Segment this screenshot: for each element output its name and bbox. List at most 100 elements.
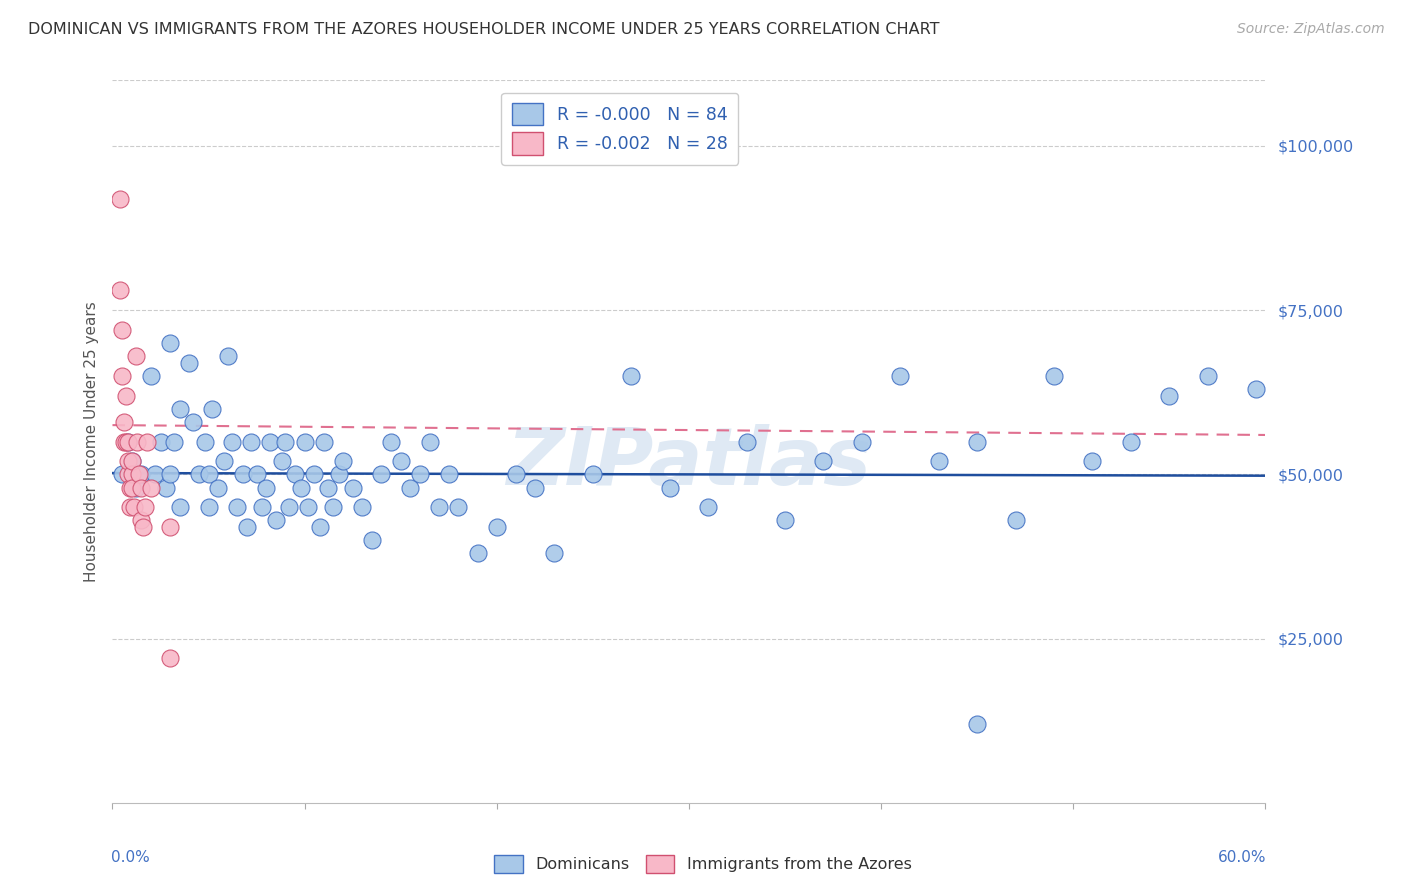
Point	[543, 546, 565, 560]
Point	[1197, 368, 1219, 383]
Point	[124, 349, 146, 363]
Point	[697, 500, 720, 515]
Point	[735, 434, 758, 449]
Point	[658, 481, 681, 495]
Point	[427, 500, 450, 515]
Point	[129, 481, 153, 495]
Text: DOMINICAN VS IMMIGRANTS FROM THE AZORES HOUSEHOLDER INCOME UNDER 25 YEARS CORREL: DOMINICAN VS IMMIGRANTS FROM THE AZORES …	[28, 22, 939, 37]
Point	[259, 434, 281, 449]
Point	[322, 500, 344, 515]
Point	[197, 467, 219, 482]
Point	[121, 481, 143, 495]
Point	[139, 481, 162, 495]
Point	[316, 481, 339, 495]
Point	[966, 434, 988, 449]
Point	[1081, 454, 1104, 468]
Point	[129, 513, 153, 527]
Point	[194, 434, 217, 449]
Point	[115, 388, 138, 402]
Point	[108, 284, 131, 298]
Point	[274, 434, 297, 449]
Y-axis label: Householder Income Under 25 years: Householder Income Under 25 years	[83, 301, 98, 582]
Point	[112, 415, 135, 429]
Point	[207, 481, 229, 495]
Point	[159, 651, 181, 665]
Point	[1004, 513, 1026, 527]
Point	[127, 434, 149, 449]
Point	[342, 481, 364, 495]
Point	[505, 467, 527, 482]
Point	[290, 481, 312, 495]
Point	[352, 500, 374, 515]
Point	[115, 434, 138, 449]
Point	[188, 467, 211, 482]
Point	[851, 434, 873, 449]
Text: ZIPatlas: ZIPatlas	[506, 425, 872, 502]
Point	[121, 467, 143, 482]
Point	[312, 434, 335, 449]
Point	[221, 434, 243, 449]
Point	[117, 434, 139, 449]
Point	[419, 434, 441, 449]
Point	[159, 520, 181, 534]
Point	[1043, 368, 1066, 383]
Point	[121, 454, 143, 468]
Point	[236, 520, 259, 534]
Point	[143, 467, 166, 482]
Point	[399, 481, 422, 495]
Point	[212, 454, 235, 468]
Point	[1119, 434, 1142, 449]
Point	[284, 467, 307, 482]
Point	[467, 546, 489, 560]
Point	[582, 467, 605, 482]
Point	[294, 434, 316, 449]
Point	[159, 467, 181, 482]
Point	[169, 401, 191, 416]
Point	[112, 434, 135, 449]
Point	[246, 467, 269, 482]
Point	[132, 520, 155, 534]
Point	[409, 467, 432, 482]
Point	[117, 454, 139, 468]
Point	[966, 717, 988, 731]
Text: 60.0%: 60.0%	[1218, 850, 1267, 864]
Point	[304, 467, 326, 482]
Point	[232, 467, 254, 482]
Point	[361, 533, 384, 547]
Point	[121, 454, 143, 468]
Point	[181, 415, 204, 429]
Point	[252, 500, 274, 515]
Point	[118, 500, 141, 515]
Point	[111, 368, 134, 383]
Point	[122, 500, 145, 515]
Point	[201, 401, 224, 416]
Text: 0.0%: 0.0%	[111, 850, 150, 864]
Point	[129, 467, 153, 482]
Point	[309, 520, 332, 534]
Point	[111, 323, 134, 337]
Point	[485, 520, 508, 534]
Point	[239, 434, 262, 449]
Point	[117, 467, 139, 482]
Point	[163, 434, 186, 449]
Point	[270, 454, 292, 468]
Point	[155, 481, 177, 495]
Point	[813, 454, 835, 468]
Point	[108, 192, 131, 206]
Point	[278, 500, 301, 515]
Legend: R = -0.000   N = 84, R = -0.002   N = 28: R = -0.000 N = 84, R = -0.002 N = 28	[502, 93, 738, 165]
Point	[1244, 382, 1267, 396]
Text: Source: ZipAtlas.com: Source: ZipAtlas.com	[1237, 22, 1385, 37]
Point	[389, 454, 412, 468]
Point	[179, 356, 201, 370]
Point	[297, 500, 319, 515]
Point	[524, 481, 547, 495]
Point	[128, 467, 150, 482]
Point	[139, 368, 162, 383]
Point	[889, 368, 911, 383]
Point	[159, 336, 181, 351]
Point	[226, 500, 249, 515]
Point	[328, 467, 350, 482]
Point	[447, 500, 470, 515]
Point	[169, 500, 191, 515]
